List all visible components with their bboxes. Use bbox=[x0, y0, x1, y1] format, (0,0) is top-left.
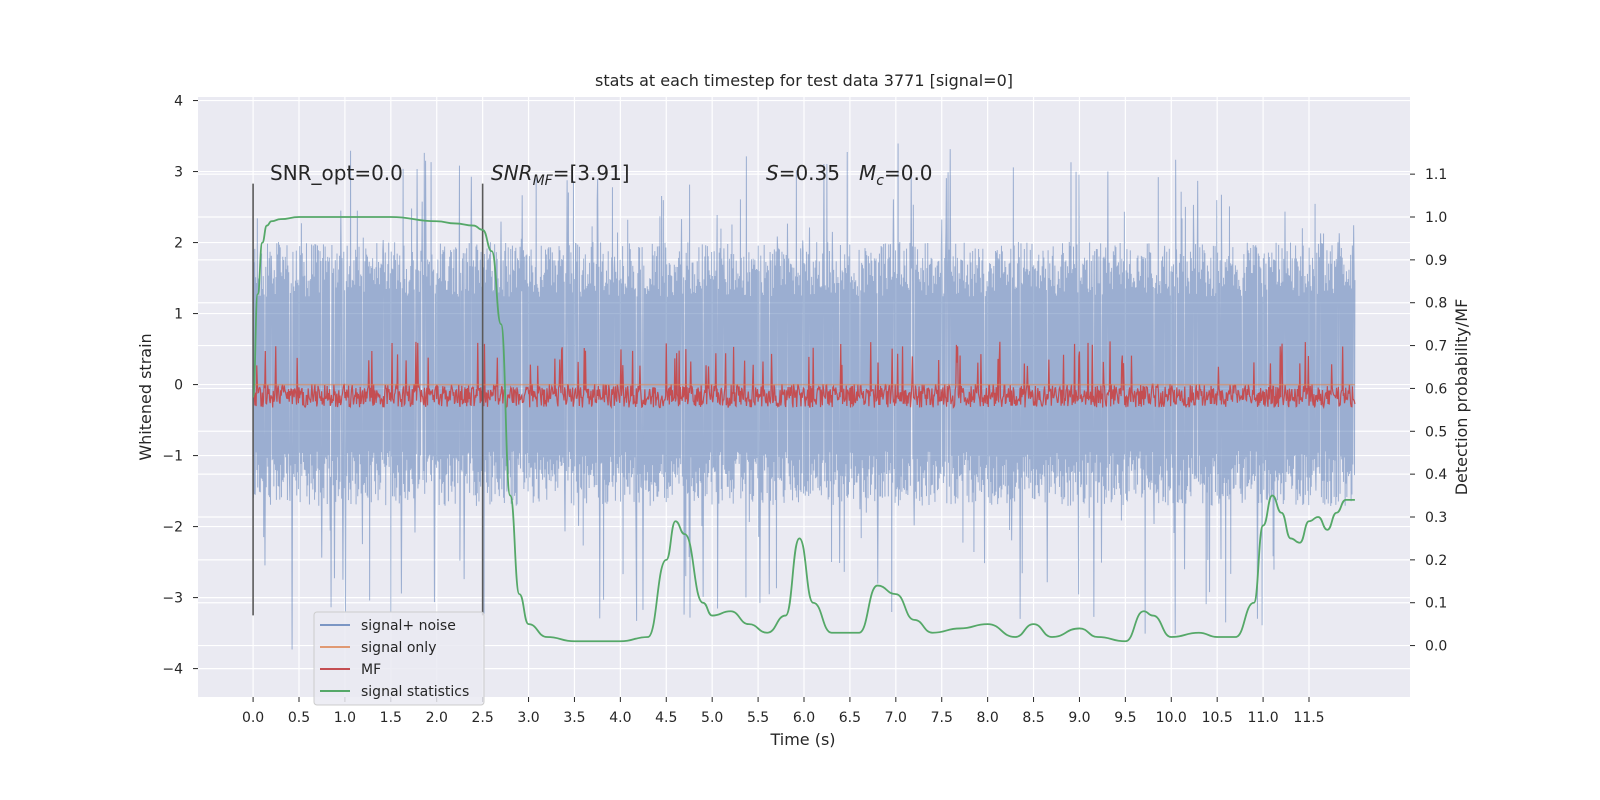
x-tick-label: 8.5 bbox=[1022, 710, 1044, 726]
annotation-s: S=0.35 bbox=[766, 161, 840, 185]
x-tick-label: 0.0 bbox=[242, 710, 264, 726]
x-tick-label: 5.5 bbox=[747, 710, 769, 726]
y-tick-label: 2 bbox=[174, 236, 183, 252]
annotation-mc: Mc=0.0 bbox=[859, 161, 933, 189]
y-right-tick-label: 0.2 bbox=[1425, 553, 1447, 569]
y-right-axis-label: Detection probability/MF bbox=[1452, 299, 1471, 496]
x-tick-label: 9.5 bbox=[1114, 710, 1136, 726]
vertical-markers bbox=[252, 183, 484, 616]
annotation-s-label: S bbox=[766, 161, 779, 185]
x-tick-label: 10.0 bbox=[1156, 710, 1187, 726]
x-tick-label: 6.0 bbox=[793, 710, 815, 726]
mf-line bbox=[252, 341, 1356, 410]
annotation-snr-mf-value: =[3.91] bbox=[553, 161, 630, 185]
signal-statistics-series bbox=[252, 216, 1355, 643]
y-right-tick-label: 0.4 bbox=[1425, 467, 1447, 483]
signal-statistics-line bbox=[252, 216, 1355, 643]
x-tick-label: 11.5 bbox=[1293, 710, 1324, 726]
y-right-tick-label: 0.3 bbox=[1425, 510, 1447, 526]
x-tick-label: 8.0 bbox=[977, 710, 999, 726]
x-tick-label: 7.0 bbox=[885, 710, 907, 726]
annotation-mc-value: =0.0 bbox=[884, 161, 933, 185]
legend: signal+ noise signal only MF signal stat… bbox=[313, 611, 485, 706]
y-right-tick-label: 0.8 bbox=[1425, 296, 1447, 312]
y-right-tick-label: 1.0 bbox=[1425, 210, 1447, 226]
x-tick-label: 5.0 bbox=[701, 710, 723, 726]
x-tick-label: 4.5 bbox=[655, 710, 677, 726]
y-tick-label: −4 bbox=[162, 662, 183, 678]
y-tick-label: 0 bbox=[174, 378, 183, 394]
x-tick-label: 2.5 bbox=[472, 710, 494, 726]
y-axis-label: Whitened strain bbox=[136, 333, 155, 460]
annotation-s-value: =0.35 bbox=[779, 161, 840, 185]
y-right-tick-label: 0.6 bbox=[1425, 381, 1447, 397]
y-right-tick-label: 0.9 bbox=[1425, 253, 1447, 269]
y-tick-label: 3 bbox=[174, 165, 183, 181]
y-tick-label: −2 bbox=[162, 520, 183, 536]
x-tick-label: 9.0 bbox=[1068, 710, 1090, 726]
x-tick-label: 3.5 bbox=[563, 710, 585, 726]
y-right-axis-ticks: 0.0 0.1 0.2 0.3 0.4 0.5 0.6 0.7 0.8 0.9 1.0 1.1 bbox=[1410, 167, 1447, 655]
y-tick-label: 4 bbox=[174, 94, 183, 110]
y-tick-label: 1 bbox=[174, 307, 183, 323]
annotation-snr-mf: SNRMF=[3.91] bbox=[491, 161, 630, 189]
y-right-tick-label: 0.7 bbox=[1425, 339, 1447, 355]
legend-label-signal-noise: signal+ noise bbox=[361, 618, 456, 634]
x-tick-label: 10.5 bbox=[1202, 710, 1233, 726]
y-right-tick-label: 1.1 bbox=[1425, 167, 1447, 183]
x-axis-ticks: 0.0 0.5 1.0 1.5 2.0 2.5 3.0 3.5 4.0 4.5 5.0 5.5 6.0 6… bbox=[242, 697, 1325, 726]
annotation-snr-opt: SNR_opt=0.0 bbox=[270, 161, 403, 185]
chart-title: stats at each timestep for test data 377… bbox=[595, 71, 1013, 90]
x-tick-label: 11.0 bbox=[1248, 710, 1279, 726]
legend-label-signal-only: signal only bbox=[361, 640, 436, 656]
x-tick-label: 7.5 bbox=[931, 710, 953, 726]
mf-series bbox=[252, 341, 1356, 410]
y-right-tick-label: 0.5 bbox=[1425, 424, 1447, 440]
y-right-tick-label: 0.0 bbox=[1425, 639, 1447, 655]
x-tick-label: 1.5 bbox=[380, 710, 402, 726]
x-axis-label: Time (s) bbox=[769, 730, 835, 749]
y-axis-ticks: −4 −3 −2 −1 0 1 2 3 4 bbox=[162, 94, 198, 678]
x-tick-label: 0.5 bbox=[288, 710, 310, 726]
x-tick-label: 1.0 bbox=[334, 710, 356, 726]
x-tick-label: 2.0 bbox=[426, 710, 448, 726]
y-tick-label: −1 bbox=[162, 449, 183, 465]
legend-label-mf: MF bbox=[361, 662, 381, 678]
annotation-snr-mf-base: SNR bbox=[491, 161, 533, 185]
legend-label-signal-statistics: signal statistics bbox=[361, 684, 469, 700]
x-tick-label: 4.0 bbox=[609, 710, 631, 726]
legend-box bbox=[313, 611, 485, 706]
y-tick-label: −3 bbox=[162, 591, 183, 607]
annotation-mc-sub: c bbox=[876, 173, 884, 189]
x-tick-label: 3.0 bbox=[517, 710, 539, 726]
y-right-tick-label: 0.1 bbox=[1425, 596, 1447, 612]
annotation-snr-mf-sub: MF bbox=[533, 173, 554, 189]
annotation-mc-base: M bbox=[859, 161, 876, 185]
x-tick-label: 6.5 bbox=[839, 710, 861, 726]
